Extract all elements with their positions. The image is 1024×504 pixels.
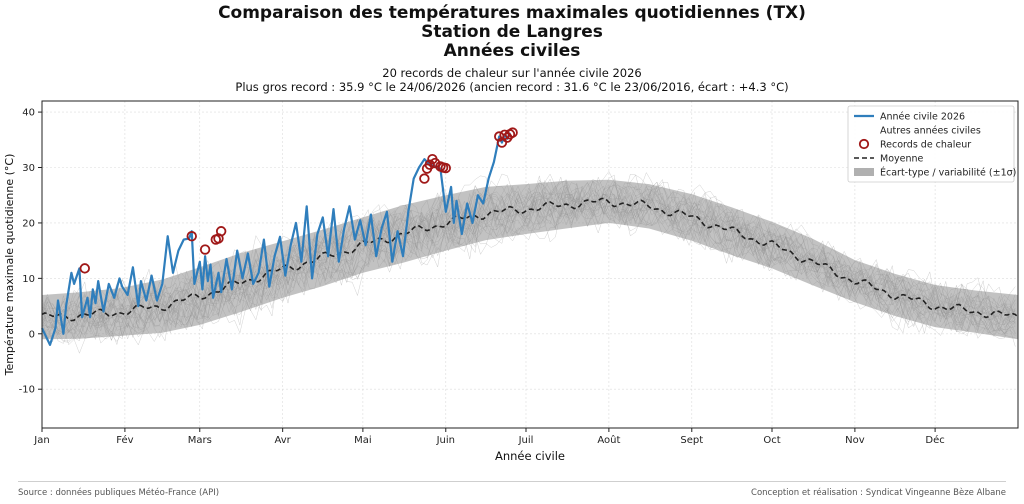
record-point bbox=[419, 173, 430, 184]
legend-std-label: Écart-type / variabilité (±1σ) bbox=[880, 167, 1016, 179]
x-tick-label: Juin bbox=[436, 435, 455, 446]
y-tick-label: 10 bbox=[22, 274, 35, 285]
x-tick-label: Sept bbox=[680, 435, 703, 446]
legend-current-label: Année civile 2026 bbox=[880, 112, 965, 123]
legend-records-swatch bbox=[858, 138, 870, 150]
x-tick-label: Mai bbox=[354, 435, 372, 446]
record-point bbox=[215, 226, 227, 237]
record-point bbox=[440, 162, 451, 174]
legend-others-label: Autres années civiles bbox=[880, 126, 981, 137]
axes: -10 0 10 20 30 40 Jan Fév Mars Avr Mai Juin Juil Août… bbox=[3, 100, 1019, 463]
x-tick-label: Mars bbox=[188, 435, 212, 446]
chart-subtitle-record: Plus gros record : 35.9 °C le 24/06/2026… bbox=[235, 80, 789, 94]
y-tick-label: 0 bbox=[29, 329, 35, 340]
x-tick-label: Jan bbox=[33, 435, 49, 446]
chart-title-period: Années civiles bbox=[443, 41, 581, 61]
chart-title: Comparaison des températures maximales q… bbox=[218, 3, 806, 23]
legend: Année civile 2026 Autres années civiles Re… bbox=[847, 105, 1016, 183]
legend-records-label: Records de chaleur bbox=[880, 140, 971, 151]
x-tick-label: Déc bbox=[925, 434, 944, 446]
record-point bbox=[424, 159, 435, 170]
footer-divider bbox=[18, 481, 1006, 482]
y-tick-label: 30 bbox=[22, 163, 35, 174]
record-point bbox=[79, 263, 90, 274]
mean-line-group bbox=[41, 197, 1019, 322]
mean-line bbox=[41, 197, 1019, 322]
chart-subtitle: 20 records de chaleur sur l'année civile… bbox=[382, 66, 642, 80]
legend-mean-label: Moyenne bbox=[880, 154, 924, 165]
x-axis-label: Année civile bbox=[495, 449, 565, 463]
footer-credit: Conception et réalisation : Syndicat Vin… bbox=[751, 488, 1006, 498]
y-axis-label: Température maximale quotidienne (°C) bbox=[3, 154, 16, 377]
footer-source: Source : données publiques Météo-France … bbox=[18, 488, 220, 498]
plot-frame bbox=[41, 100, 1019, 429]
legend-std-swatch bbox=[854, 168, 874, 176]
y-tick-label: -10 bbox=[19, 385, 35, 396]
x-tick-label: Août bbox=[597, 434, 620, 446]
record-point bbox=[507, 127, 518, 138]
y-tick-label: 20 bbox=[22, 218, 35, 229]
x-tick-label: Avr bbox=[275, 435, 292, 446]
legend-box bbox=[847, 105, 1015, 183]
chart-title-station: Station de Langres bbox=[421, 22, 603, 42]
records-group bbox=[79, 127, 518, 274]
record-point bbox=[186, 231, 197, 242]
std-band bbox=[42, 179, 1018, 340]
title-block: Comparaison des températures maximales q… bbox=[0, 3, 1024, 95]
std-band-area bbox=[42, 179, 1018, 340]
x-tick-label: Fév bbox=[116, 434, 133, 446]
x-tick-label: Oct bbox=[763, 435, 780, 446]
x-tick-label: Juil bbox=[518, 435, 534, 446]
x-tick-label: Nov bbox=[845, 435, 865, 446]
y-tick-label: 40 bbox=[22, 108, 35, 119]
record-point bbox=[199, 244, 211, 255]
